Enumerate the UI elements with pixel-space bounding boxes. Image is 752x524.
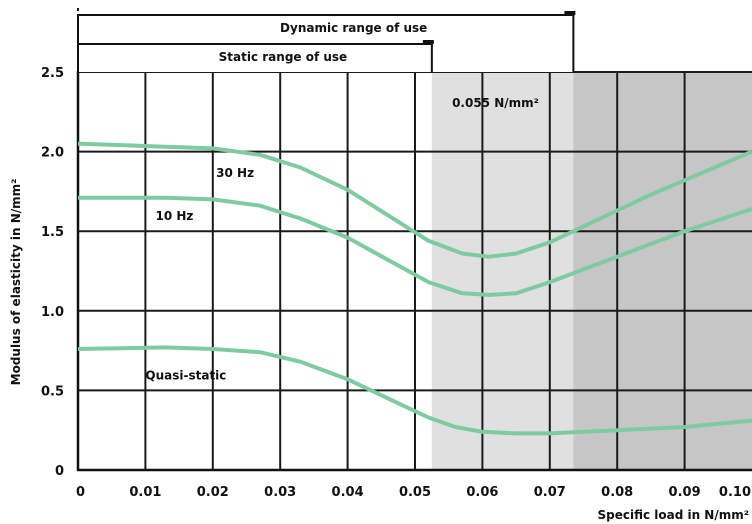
series-line-30-hz: [77, 141, 752, 259]
x-tick-label: 0.02: [197, 485, 229, 500]
range-bracket-tab: [422, 40, 434, 44]
shaded-region-2: [573, 72, 752, 470]
y-tick-label: 1.0: [41, 305, 64, 320]
y-tick-label: 0: [55, 464, 64, 479]
x-tick-label: 0.06: [466, 485, 498, 500]
x-tick-label: 0.09: [669, 485, 701, 500]
y-axis-title: Modulus of elasticity in N/mm²: [9, 179, 23, 386]
annotation-label: 0.055 N/mm²: [452, 96, 539, 110]
x-tick-label: 0.03: [264, 485, 296, 500]
range-label: Static range of use: [219, 50, 348, 64]
x-tick-label: 0.01: [129, 485, 161, 500]
range-bracket-tab: [564, 11, 576, 15]
series-line-10-hz: [78, 195, 752, 297]
y-tick-label: 2.0: [41, 146, 64, 161]
x-tick-label: 0.04: [332, 485, 364, 500]
series-lines: [77, 141, 752, 436]
series-label: Quasi-static: [145, 368, 226, 382]
chart-labels: 0 0.01 0.02 0.03 0.04 0.05 0.06 0.07 0.08 0.09 0.1…: [41, 66, 751, 500]
shaded-regions: [431, 72, 752, 470]
range-background: [78, 45, 432, 72]
y-tick-label: 0.5: [41, 384, 64, 399]
range-label: Dynamic range of use: [280, 21, 427, 35]
range-bracket-line: [77, 43, 433, 72]
x-tick-label: 0.05: [399, 485, 431, 500]
x-tick-label: 0: [76, 485, 85, 500]
y-tick-label: 2.5: [41, 66, 64, 81]
x-tick-label: 0.08: [601, 485, 633, 500]
x-tick-label: 0.10: [719, 485, 751, 500]
range-brackets: Dynamic range of use Static range of use: [77, 8, 576, 72]
x-axis-title: Specific load in N/mm²: [597, 508, 749, 522]
x-tick-label: 0.07: [534, 485, 566, 500]
series-label: 10 Hz: [156, 209, 194, 223]
shaded-region-1: [431, 72, 574, 470]
series-line-quasi-static: [77, 345, 752, 436]
y-tick-label: 1.5: [41, 225, 64, 240]
series-label: 30 Hz: [216, 166, 254, 180]
